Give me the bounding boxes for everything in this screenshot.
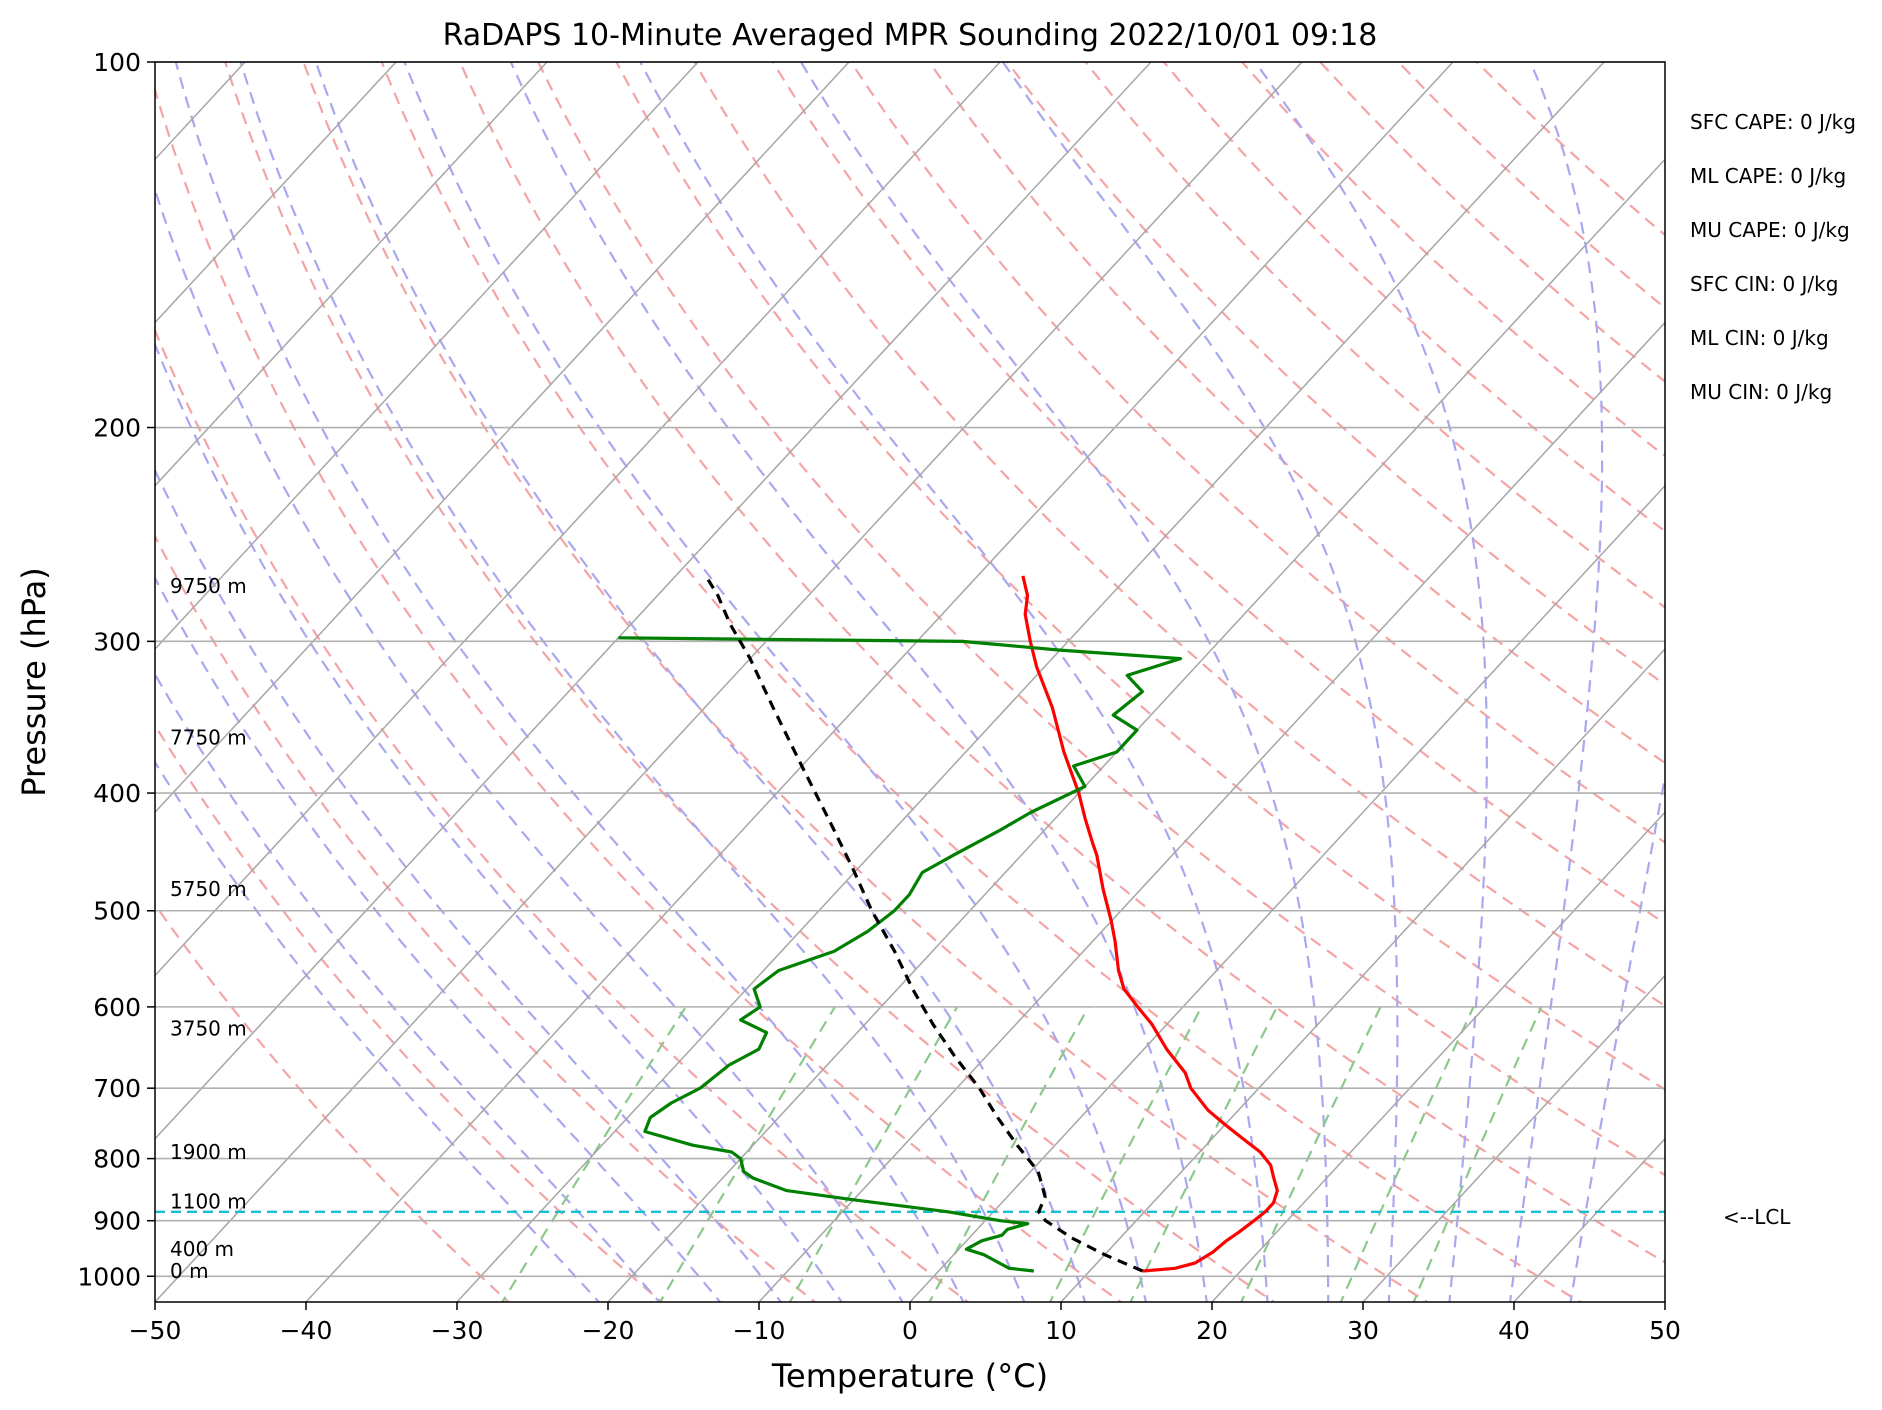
height-label: 1100 m (170, 1190, 247, 1214)
y-tick-label: 700 (93, 1074, 141, 1103)
x-tick-label: −30 (431, 1316, 484, 1345)
height-label: 5750 m (170, 877, 247, 901)
y-tick-label: 500 (93, 897, 141, 926)
height-label: 400 m (170, 1237, 234, 1261)
x-tick-label: 20 (1196, 1316, 1228, 1345)
x-tick-label: 30 (1347, 1316, 1379, 1345)
chart-title: RaDAPS 10-Minute Averaged MPR Sounding 2… (443, 18, 1378, 53)
x-tick-label: 40 (1498, 1316, 1530, 1345)
height-label: 1900 m (170, 1140, 247, 1164)
cape-cin-text: SFC CIN: 0 J/kg (1690, 272, 1838, 296)
x-tick-label: 0 (902, 1316, 918, 1345)
y-axis-label: Pressure (hPa) (15, 567, 53, 797)
height-label: 3750 m (170, 1016, 247, 1040)
x-tick-label: −10 (733, 1316, 786, 1345)
y-tick-label: 600 (93, 993, 141, 1022)
lcl-label: <--LCL (1723, 1205, 1791, 1229)
y-tick-label: 800 (93, 1145, 141, 1174)
x-tick-label: −20 (582, 1316, 635, 1345)
x-tick-label: −40 (280, 1316, 333, 1345)
y-tick-label: 900 (93, 1207, 141, 1236)
y-tick-label: 1000 (77, 1262, 141, 1291)
x-tick-label: −50 (129, 1316, 182, 1345)
x-tick-label: 50 (1649, 1316, 1681, 1345)
cape-cin-text: SFC CAPE: 0 J/kg (1690, 110, 1856, 134)
y-tick-label: 300 (93, 627, 141, 656)
y-tick-label: 200 (93, 414, 141, 443)
height-label: 7750 m (170, 726, 247, 750)
y-tick-label: 100 (93, 48, 141, 77)
height-label: 0 m (170, 1259, 209, 1283)
x-tick-label: 10 (1045, 1316, 1077, 1345)
y-tick-label: 400 (93, 779, 141, 808)
x-axis-label: Temperature (°C) (771, 1357, 1048, 1395)
cape-cin-text: ML CIN: 0 J/kg (1690, 326, 1829, 350)
cape-cin-text: ML CAPE: 0 J/kg (1690, 164, 1846, 188)
height-label: 9750 m (170, 574, 247, 598)
cape-cin-text: MU CAPE: 0 J/kg (1690, 218, 1850, 242)
cape-cin-text: MU CIN: 0 J/kg (1690, 380, 1832, 404)
